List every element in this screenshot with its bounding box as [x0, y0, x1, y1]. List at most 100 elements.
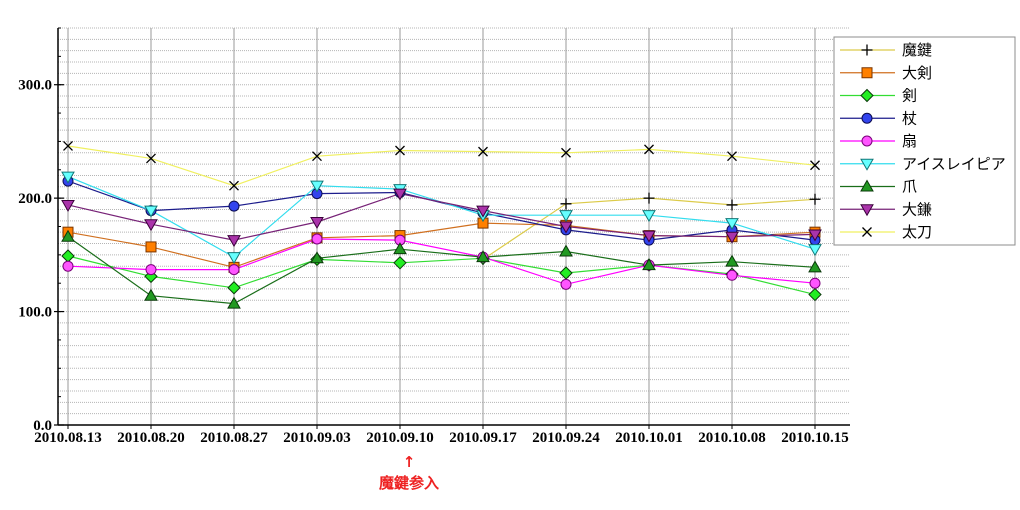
legend-label: 大鎌 — [902, 200, 932, 218]
annotation-label: 魔鍵参入 — [379, 474, 439, 492]
series-7-point — [61, 199, 75, 212]
series-0-point — [560, 198, 572, 210]
series-6-point — [808, 260, 822, 273]
series-4-point — [560, 278, 572, 290]
series-8-point — [561, 147, 571, 158]
plot-grid — [58, 27, 850, 425]
series-4-point — [228, 264, 240, 276]
legend-item: 魔鍵 — [840, 41, 932, 59]
legend-label: 杖 — [902, 109, 917, 127]
legend-item: 杖 — [840, 109, 917, 127]
legend-item: 爪 — [840, 178, 917, 196]
series-8-point — [229, 180, 239, 191]
series-6-line — [67, 236, 816, 305]
x-tick-label: 2010.10.01 — [615, 430, 683, 446]
series-2-point — [227, 281, 241, 295]
series-8-point — [810, 160, 820, 171]
x-tick-label: 2010.08.20 — [117, 430, 185, 446]
legend-swatch-marker — [861, 44, 873, 56]
x-tick-label: 2010.08.27 — [200, 430, 268, 446]
series-0-point — [809, 193, 821, 205]
series-5-point — [642, 210, 656, 223]
series-2-point — [393, 256, 407, 270]
legend-item: 大鎌 — [840, 200, 932, 218]
axes — [54, 27, 850, 429]
series-8-point — [478, 146, 488, 157]
series-6-point — [61, 229, 75, 242]
legend-item: 太刀 — [840, 223, 932, 241]
series-8-point — [395, 145, 405, 156]
series-6-point — [476, 250, 490, 263]
series-7-point — [393, 188, 407, 201]
legend-swatch-marker — [862, 227, 872, 237]
x-tick-label: 2010.09.17 — [449, 430, 517, 446]
series-7-point — [310, 216, 324, 229]
legend-label: 扇 — [902, 132, 917, 150]
series-8-point — [63, 141, 73, 151]
series-0-point — [643, 192, 655, 204]
legend-swatch-marker — [860, 158, 874, 171]
series-8-line — [67, 145, 816, 187]
series-3-point — [228, 200, 240, 212]
legend-label: 大剣 — [902, 64, 932, 82]
series-6-point — [642, 258, 656, 271]
series-7-point — [476, 205, 490, 218]
series-7-point — [725, 231, 739, 244]
series-7-point — [144, 219, 158, 232]
y-tick-label: 200.0 — [18, 191, 52, 207]
series-5-point — [559, 210, 573, 223]
x-tick-label: 2010.10.15 — [781, 430, 849, 446]
series-5-point — [227, 252, 241, 265]
x-tick-label: 2010.09.24 — [532, 430, 600, 446]
series-5-point — [61, 171, 75, 184]
series-markers — [61, 141, 822, 309]
series-4-point — [809, 277, 821, 289]
series-5-point — [310, 180, 324, 193]
series-7-point — [559, 221, 573, 234]
series-5-point — [144, 205, 158, 218]
legend-swatch-marker — [861, 67, 873, 79]
series-4-point — [145, 264, 157, 276]
annotation: ↑ 魔鍵参入 — [379, 453, 439, 492]
series-8-point — [727, 151, 737, 162]
series-1-point — [145, 241, 157, 253]
legend-swatch-marker — [861, 135, 873, 147]
series-0-point — [726, 199, 738, 211]
legend-label: 太刀 — [902, 223, 932, 241]
legend-item: 扇 — [840, 132, 917, 150]
series-6-point — [227, 296, 241, 309]
series-8-point — [644, 144, 654, 155]
series-5-point — [725, 218, 739, 231]
legend-swatch-marker — [860, 204, 874, 217]
y-tick-label: 300.0 — [18, 78, 52, 94]
series-7-point — [642, 230, 656, 243]
series-6-point — [559, 244, 573, 257]
legend-item: 剣 — [840, 87, 917, 105]
series-4-line — [67, 238, 816, 285]
annotation-arrow: ↑ — [403, 453, 416, 471]
y-tick-label: 0.0 — [33, 418, 52, 434]
legend-swatch-marker — [860, 88, 874, 103]
series-4-point — [311, 233, 323, 245]
series-7-point — [227, 235, 241, 248]
series-6-point — [144, 288, 158, 301]
series-6-point — [393, 242, 407, 255]
x-tick-label: 2010.09.03 — [283, 430, 351, 446]
y-tick-labels: 0.0 100.0 200.0 300.0 — [18, 78, 52, 434]
series-7-point — [808, 229, 822, 242]
series-4-point — [726, 269, 738, 281]
series-4-point — [62, 260, 74, 272]
x-tick-label: 2010.08.13 — [34, 430, 102, 446]
legend-swatch-marker — [861, 112, 873, 124]
x-tick-labels: 2010.08.13 2010.08.20 2010.08.27 2010.09.03… — [34, 430, 849, 446]
series-8-point — [146, 153, 156, 164]
series-2-point — [808, 287, 822, 302]
series-6-point — [725, 254, 739, 267]
series-6-point — [310, 251, 324, 264]
legend-item: 大剣 — [840, 64, 932, 82]
legend-label: 魔鍵 — [902, 41, 932, 59]
legend-label: アイスレイピア — [902, 155, 1006, 173]
series-8-point — [312, 151, 322, 162]
